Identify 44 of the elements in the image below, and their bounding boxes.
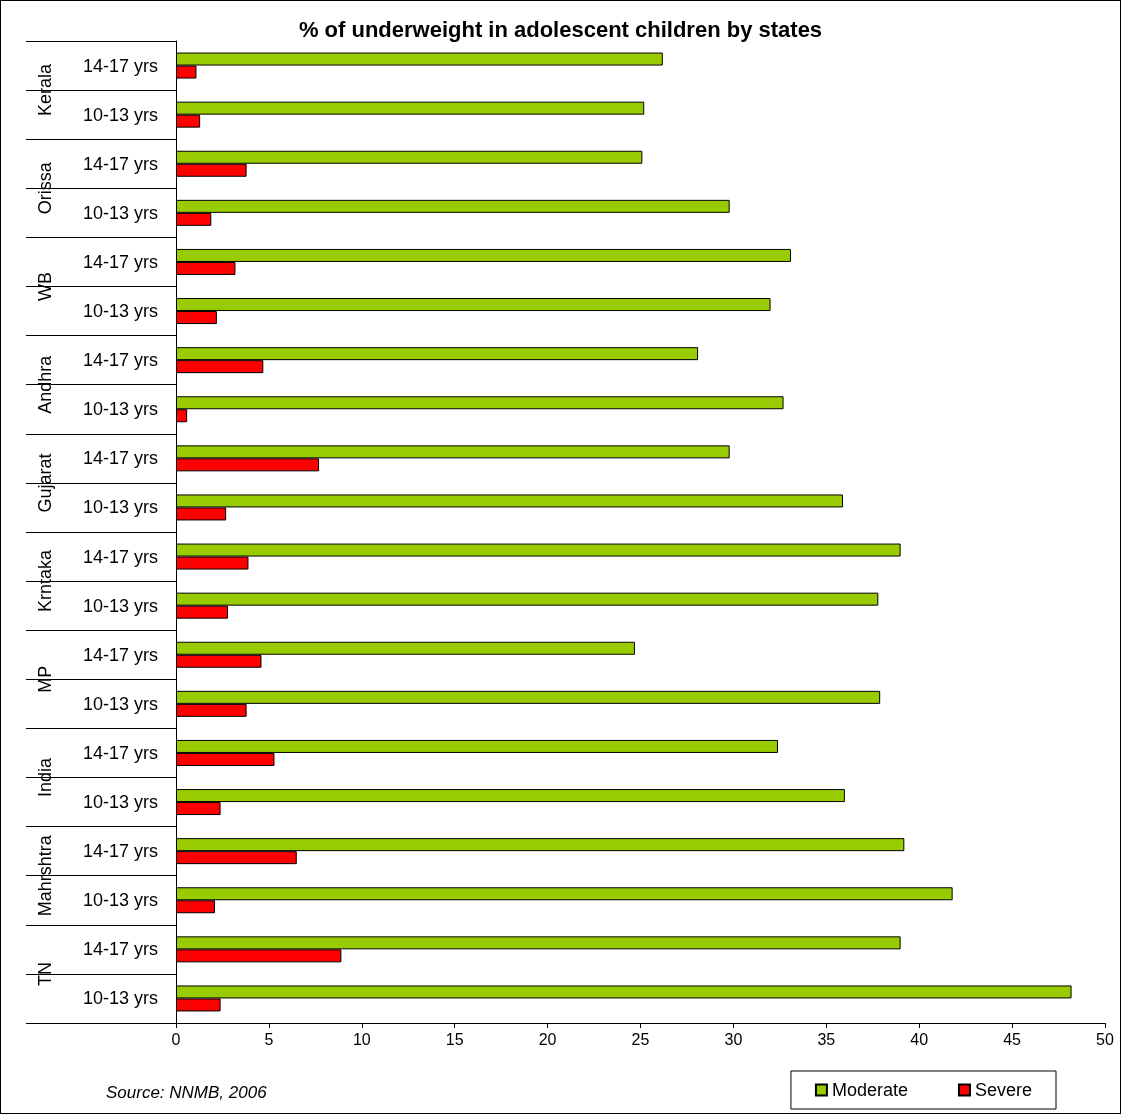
x-tick-label: 5 (264, 1030, 274, 1048)
text: Kerala (35, 63, 55, 117)
x-tick-label: 35 (817, 1030, 836, 1048)
chart-title: % of underweight in adolescent children by states (298, 16, 823, 42)
text: Gujarat (35, 453, 55, 513)
y-tick-label: 14-17 yrs (82, 742, 158, 763)
text: India (35, 757, 55, 798)
y-tick-label: 14-17 yrs (82, 939, 158, 960)
y-tick-label: 14-17 yrs (82, 251, 158, 272)
y-tick-label: 10-13 yrs (82, 202, 158, 223)
legend-label: Severe (974, 1080, 1033, 1100)
x-tick-label: 25 (631, 1030, 650, 1048)
y-tick-label: 10-13 yrs (82, 104, 158, 125)
x-tick-label: 15 (445, 1030, 464, 1048)
x-tick-label: 50 (1096, 1030, 1114, 1048)
text: Andhra (35, 354, 55, 414)
y-tick-label: 10-13 yrs (82, 792, 158, 813)
x-tick-label: 0 (171, 1030, 181, 1048)
x-tick-label: 20 (538, 1030, 557, 1048)
y-tick-label: 14-17 yrs (82, 153, 158, 174)
y-tick-label: 10-13 yrs (82, 497, 158, 518)
y-tick-label: 14-17 yrs (82, 546, 158, 567)
y-tick-label: 10-13 yrs (82, 890, 158, 911)
y-tick-label: 14-17 yrs (82, 448, 158, 469)
text: TN (35, 961, 55, 986)
x-tick-label: 10 (352, 1030, 371, 1048)
text: Krntaka (35, 549, 55, 613)
y-tick-label: 10-13 yrs (82, 301, 158, 322)
y-tick-label: 14-17 yrs (82, 350, 158, 371)
y-tick-label: 10-13 yrs (82, 693, 158, 714)
text: Orissa (35, 161, 55, 215)
text: WB (35, 272, 55, 301)
y-tick-label: 14-17 yrs (82, 644, 158, 665)
x-tick-label: 40 (910, 1030, 929, 1048)
y-tick-label: 10-13 yrs (82, 595, 158, 616)
y-tick-label: 10-13 yrs (82, 988, 158, 1009)
y-tick-label: 10-13 yrs (82, 399, 158, 420)
y-tick-label: 14-17 yrs (82, 55, 158, 76)
y-tick-label: 14-17 yrs (82, 841, 158, 862)
source-note: Source: NNMB, 2006 (106, 1083, 268, 1102)
text: Mahrshtra (35, 834, 55, 917)
legend-label: Moderate (831, 1080, 908, 1100)
x-tick-label: 30 (724, 1030, 743, 1048)
x-tick-label: 45 (1003, 1030, 1022, 1048)
